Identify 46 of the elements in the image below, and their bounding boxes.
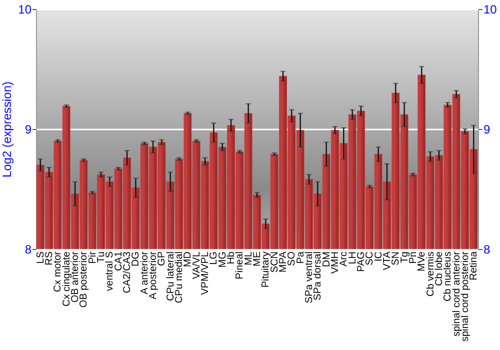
y-tick-label: 10 (18, 2, 32, 16)
x-tick-label: GP (156, 251, 168, 266)
x-tick-label: VTA (382, 251, 393, 270)
x-tick-label: PAG (356, 251, 367, 272)
x-tick-label: SPa ventral (304, 252, 315, 304)
x-tick-label: Pn (408, 252, 419, 264)
x-tick-label: Pir (87, 250, 98, 264)
y-tick-label: 8 (24, 242, 32, 256)
x-tick-label: A anterior (139, 250, 150, 294)
x-tick-label: ventral S (104, 251, 116, 291)
x-tick-label: LS (35, 251, 46, 264)
x-tick-label: ML (243, 251, 254, 266)
x-tick-label: MVe (416, 251, 428, 272)
x-tick-label: SC (364, 252, 376, 266)
x-tick-label: ME (252, 251, 263, 266)
x-tick-label: RS (44, 251, 56, 266)
x-tick-label: Pituitary (260, 252, 272, 288)
y2-tick-label: 9 (484, 122, 490, 136)
x-tick-label: CA1 (113, 251, 124, 271)
x-tick-label: Retina (468, 251, 480, 280)
x-tick-label: SN (390, 252, 402, 266)
x-tick-label: MPA (278, 251, 289, 272)
x-tick-label: Tg (399, 252, 410, 264)
x-tick-label: DG (130, 251, 142, 266)
x-tick-label: LG (208, 251, 220, 265)
x-tick-label: spinal cord posterior (460, 250, 471, 342)
x-tick-label: VMH (330, 252, 341, 274)
x-tick-label: SPa dorsal (312, 252, 324, 300)
x-tick-label: SO (286, 251, 298, 266)
x-tick-label: A posterior (148, 250, 160, 300)
x-tick-label: Pa (295, 251, 306, 264)
x-tick-label: Arc (338, 252, 350, 266)
y2-tick-label: 10 (484, 2, 498, 16)
x-tick-label: Cb lobe (434, 251, 445, 286)
x-tick-label: Cx cingulate (61, 251, 72, 307)
y-axis-title: Log2 (expression) (0, 81, 14, 178)
y-tick-label: 9 (24, 122, 32, 136)
x-tick-label: LH (347, 252, 358, 264)
x-tick-label: Pineal (234, 252, 246, 280)
x-tick-label: SCN (269, 252, 280, 273)
x-tick-label: Cb nucleus (442, 252, 454, 302)
x-tick-label: IC (373, 252, 384, 262)
x-tick-label: spinal cord anterior (451, 250, 462, 337)
y2-tick-label: 8 (484, 242, 490, 256)
x-tick-label: DM (321, 252, 332, 268)
x-tick-label: OB posterior (78, 250, 90, 308)
